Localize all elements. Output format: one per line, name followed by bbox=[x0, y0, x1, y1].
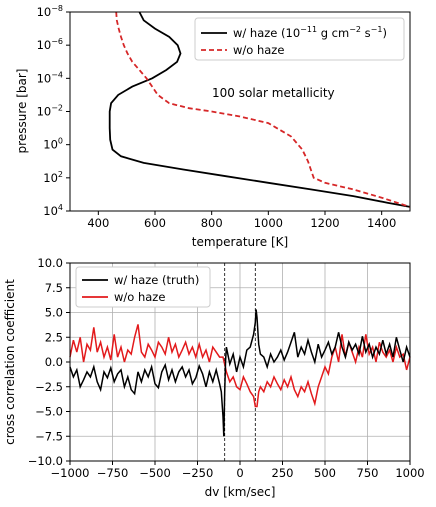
pb-y-tick-label: 10.0 bbox=[37, 256, 63, 270]
pt-legend-frame bbox=[194, 17, 405, 61]
pt-y-tick-label: 104 bbox=[43, 203, 63, 218]
pt-x-axis-label: temperature [K] bbox=[192, 235, 288, 249]
pb-legend: w/ haze (truth) w/o haze bbox=[75, 266, 211, 308]
pb-plot-area bbox=[69, 309, 411, 437]
pb-y-tick-label: 7.5 bbox=[45, 281, 63, 295]
pt-y-tick-label: 10−2 bbox=[37, 104, 63, 119]
pb-y-tick-label: 0.0 bbox=[45, 355, 63, 369]
pb-legend-label-nohaze: w/o haze bbox=[114, 290, 165, 304]
pt-x-tick-label: 600 bbox=[144, 216, 166, 230]
pb-x-tick-label: 250 bbox=[272, 466, 294, 480]
pb-legend-label-haze: w/ haze (truth) bbox=[114, 273, 199, 287]
pt-legend-label-haze: w/ haze (10−11 g cm−2 s−1) bbox=[233, 25, 387, 40]
pt-series-haze-line bbox=[108, 11, 411, 208]
pt-x-tick-label: 1000 bbox=[254, 216, 283, 230]
pb-y-axis-label: cross correlation coefficient bbox=[3, 279, 17, 445]
pt-y-tick-label: 10−6 bbox=[37, 37, 63, 52]
pt-annotation: 100 solar metallicity bbox=[212, 86, 335, 100]
pt-plot-area bbox=[108, 11, 411, 208]
pb-x-tick-label: 0 bbox=[236, 466, 243, 480]
pt-series-nohaze-line bbox=[115, 11, 411, 208]
pt-y-axis-label: pressure [bar] bbox=[15, 69, 29, 154]
pb-legend-frame bbox=[75, 266, 211, 308]
pt-panel: 400 600 800 1000 1200 1400 10−8 10−6 10−4 10−2 100… bbox=[15, 4, 411, 249]
pt-y-tick-label: 102 bbox=[43, 170, 63, 185]
pb-x-tick-label: −250 bbox=[182, 466, 214, 480]
pt-x-tick-label: 800 bbox=[201, 216, 223, 230]
pb-y-tick-label: −2.5 bbox=[35, 380, 63, 394]
pb-x-tick-label: −500 bbox=[139, 466, 171, 480]
pt-legend-label-nohaze: w/o haze bbox=[233, 43, 284, 57]
pb-y-tick-label: −7.5 bbox=[35, 429, 63, 443]
pb-y-tick-label: −10.0 bbox=[28, 454, 63, 468]
pt-y-tick-label: 10−8 bbox=[37, 4, 63, 19]
pb-series-nohaze-line bbox=[69, 324, 411, 408]
pb-x-tick-label: 1000 bbox=[395, 466, 424, 480]
pb-series-haze-line bbox=[69, 309, 411, 437]
pt-ticks: 400 600 800 1000 1200 1400 10−8 10−6 10−4 10−2 100… bbox=[37, 4, 397, 230]
pb-y-tick-label: 2.5 bbox=[45, 330, 63, 344]
pb-x-tick-label: −1000 bbox=[51, 466, 90, 480]
pb-x-tick-label: 750 bbox=[357, 466, 379, 480]
pb-x-tick-label: 500 bbox=[314, 466, 336, 480]
pt-y-tick-label: 100 bbox=[43, 137, 63, 152]
pb-ticks: −1000 −750 −500 −250 0 250 500 750 1000 10.0 7.5 5.… bbox=[28, 256, 425, 480]
pb-x-axis-label: dv [km/sec] bbox=[205, 485, 276, 499]
pt-y-tick-label: 10−4 bbox=[37, 70, 63, 85]
pt-x-tick-label: 1200 bbox=[310, 216, 339, 230]
pt-x-tick-label: 400 bbox=[87, 216, 109, 230]
pt-x-tick-label: 1400 bbox=[367, 216, 396, 230]
pb-panel: −1000 −750 −500 −250 0 250 500 750 1000 10.0 7.5 5.… bbox=[3, 256, 425, 499]
pb-x-tick-label: −750 bbox=[97, 466, 129, 480]
pb-y-tick-label: 5.0 bbox=[45, 306, 63, 320]
pt-legend: w/ haze (10−11 g cm−2 s−1) w/o haze bbox=[194, 17, 405, 61]
pb-y-tick-label: −5.0 bbox=[35, 405, 63, 419]
